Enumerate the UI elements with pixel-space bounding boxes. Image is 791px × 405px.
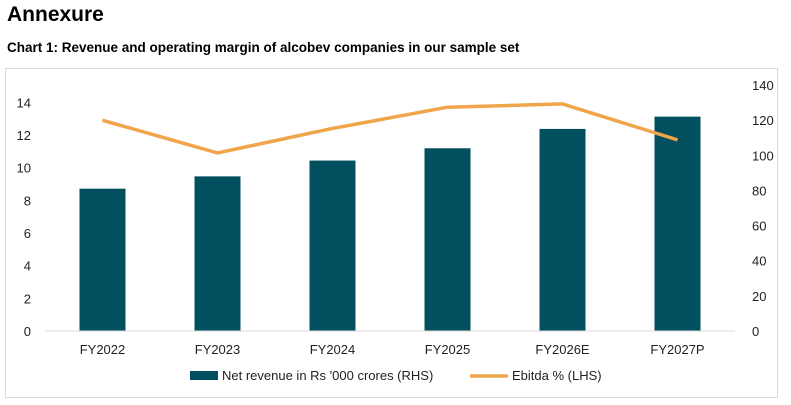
right-axis-tick: 100 [752,148,774,163]
left-axis-tick: 10 [17,161,31,176]
x-axis-tick: FY2027P [650,342,704,357]
legend-label-revenue: Net revenue in Rs '000 crores (RHS) [222,368,433,383]
legend-swatch-revenue [190,371,218,380]
right-axis-tick: 0 [752,324,759,339]
left-axis-tick: 8 [24,193,31,208]
left-axis-tick: 14 [17,95,31,110]
x-axis-tick: FY2022 [80,342,126,357]
ebitda-line [102,102,679,155]
x-axis-tick: FY2026E [535,342,590,357]
bar-fy2026e [539,128,586,331]
right-axis-tick: 140 [752,78,774,93]
left-axis-tick: 12 [17,128,31,143]
bar-fy2022 [79,188,126,331]
page-title: Annexure [7,3,104,26]
left-axis-tick: 4 [24,259,31,274]
right-axis-tick: 60 [752,219,766,234]
left-axis-tick: 2 [24,291,31,306]
bar-fy2027p [654,116,701,331]
bar-fy2023 [194,176,241,331]
bar-fy2024 [309,160,356,331]
bar-fy2025 [424,148,471,331]
right-axis-tick: 120 [752,113,774,128]
right-axis-tick: 20 [752,289,766,304]
legend-label-ebitda: Ebitda % (LHS) [512,368,602,383]
chart-frame [5,68,778,398]
left-axis-tick: 6 [24,226,31,241]
right-axis-tick: 40 [752,254,766,269]
x-axis-tick: FY2025 [425,342,471,357]
right-axis-tick: 80 [752,183,766,198]
chart-title: Chart 1: Revenue and operating margin of… [7,40,520,55]
x-axis-tick: FY2024 [310,342,356,357]
x-axis-tick: FY2023 [195,342,241,357]
left-axis-tick: 0 [24,324,31,339]
